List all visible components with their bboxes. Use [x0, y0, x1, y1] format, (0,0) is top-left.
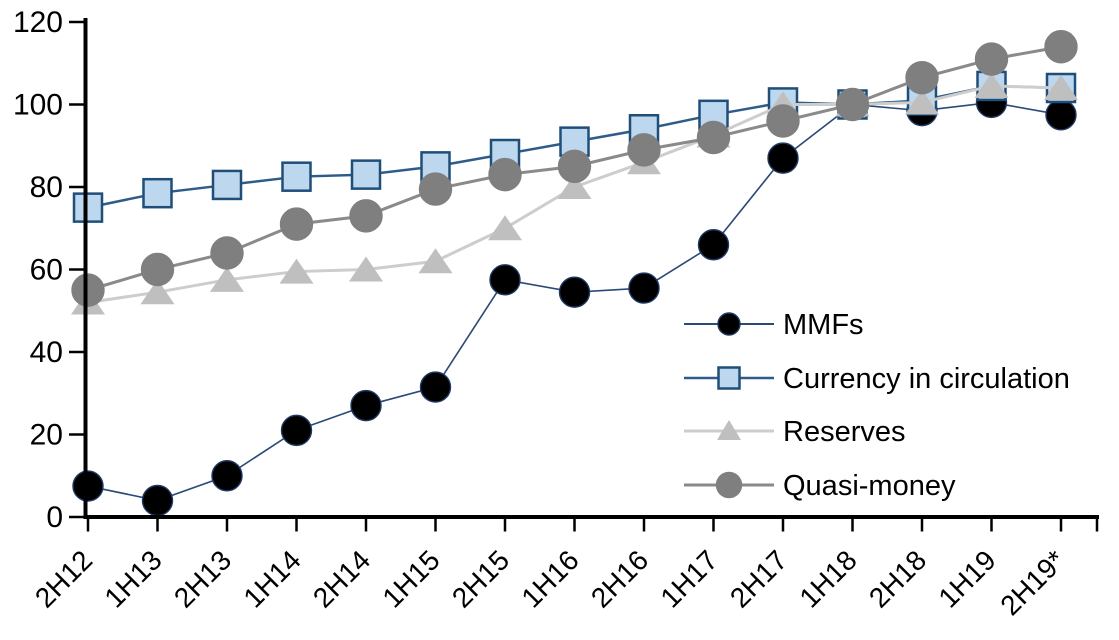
- data-point-marker: [696, 120, 731, 155]
- data-point-marker: [72, 470, 104, 502]
- legend-label: MMFs: [783, 309, 864, 341]
- data-point-marker: [974, 42, 1009, 76]
- data-point-marker: [418, 248, 453, 274]
- y-tick-label: 80: [30, 171, 63, 204]
- x-tick-label: 1H13: [98, 544, 167, 613]
- data-point-marker: [211, 169, 243, 201]
- x-tick-label: 2H13: [168, 544, 237, 613]
- data-point-marker: [71, 273, 105, 307]
- data-point-marker: [974, 72, 1009, 98]
- legend-marker-square: [717, 366, 741, 390]
- series-quasi-money: [71, 30, 1078, 307]
- y-tick-label: 0: [46, 501, 63, 534]
- x-tick-label: 2H17: [724, 544, 793, 613]
- x-tick-label: 2H12: [29, 544, 98, 613]
- legend-item-quasi-money: Quasi-money: [684, 470, 956, 502]
- data-point-marker: [140, 252, 175, 287]
- x-tick-label: 1H15: [376, 544, 445, 613]
- data-point-marker: [349, 256, 383, 282]
- data-point-marker: [1045, 99, 1077, 131]
- data-point-marker: [558, 276, 591, 308]
- y-tick-label: 100: [13, 89, 63, 122]
- data-point-marker: [627, 133, 661, 167]
- data-point-marker: [1044, 75, 1078, 100]
- legend-label: Reserves: [783, 416, 906, 448]
- legend-marker-circle: [715, 471, 743, 499]
- data-point-marker: [72, 192, 104, 223]
- data-point-marker: [905, 60, 939, 95]
- legend-label: Currency in circulation: [783, 363, 1070, 395]
- data-point-marker: [767, 142, 799, 174]
- data-point-marker: [142, 177, 173, 209]
- x-tick-label: 1H17: [654, 544, 723, 613]
- x-tick-label: 2H14: [307, 544, 376, 613]
- data-point-marker: [349, 199, 383, 233]
- data-point-marker: [419, 371, 452, 403]
- data-point-marker: [557, 174, 592, 199]
- y-tick-label: 60: [30, 254, 63, 287]
- data-point-marker: [418, 172, 453, 206]
- x-tick-label: 1H19: [932, 544, 1001, 613]
- x-tick-label: 2H16: [585, 544, 654, 613]
- legend-marker-circle: [717, 312, 741, 336]
- legend-item-mmfs: MMFs: [684, 309, 864, 341]
- data-point-marker: [210, 266, 244, 292]
- y-tick-label: 120: [13, 6, 63, 39]
- data-point-marker: [1044, 30, 1078, 64]
- data-point-marker: [211, 460, 243, 492]
- data-point-marker: [350, 159, 382, 190]
- legend-item-currency-in-circulation: Currency in circulation: [684, 363, 1070, 395]
- x-tick-label: 2H15: [446, 544, 515, 613]
- data-point-marker: [697, 229, 730, 261]
- legend: MMFs Currency in circulation Reserves Quasi…: [684, 309, 1070, 502]
- x-tick-label: 1H18: [793, 544, 862, 613]
- legend-item-reserves: Reserves: [684, 416, 906, 448]
- data-point-marker: [557, 149, 592, 184]
- data-point-marker: [488, 157, 522, 192]
- y-tick-label: 40: [30, 336, 63, 369]
- data-point-marker: [281, 161, 312, 192]
- data-point-marker: [628, 272, 660, 304]
- data-point-marker: [350, 389, 382, 422]
- data-point-marker: [280, 414, 313, 447]
- legend-label: Quasi-money: [783, 470, 956, 502]
- data-point-marker: [488, 215, 522, 241]
- data-point-marker: [210, 236, 244, 270]
- x-tick-label: 2H19*: [994, 544, 1071, 621]
- x-tick-label: 2H18: [863, 544, 932, 613]
- data-point-marker: [835, 87, 870, 122]
- x-tick-label: 1H16: [515, 544, 584, 613]
- data-point-marker: [766, 104, 800, 138]
- data-point-marker: [279, 207, 314, 241]
- legend-marker-triangle: [717, 420, 741, 440]
- data-point-marker: [141, 484, 174, 517]
- data-point-marker: [279, 258, 314, 284]
- x-tick-label: 1H14: [237, 544, 306, 613]
- y-tick-label: 20: [30, 419, 63, 452]
- data-point-marker: [140, 279, 175, 305]
- data-point-marker: [489, 264, 521, 296]
- data-point-marker: [905, 89, 939, 115]
